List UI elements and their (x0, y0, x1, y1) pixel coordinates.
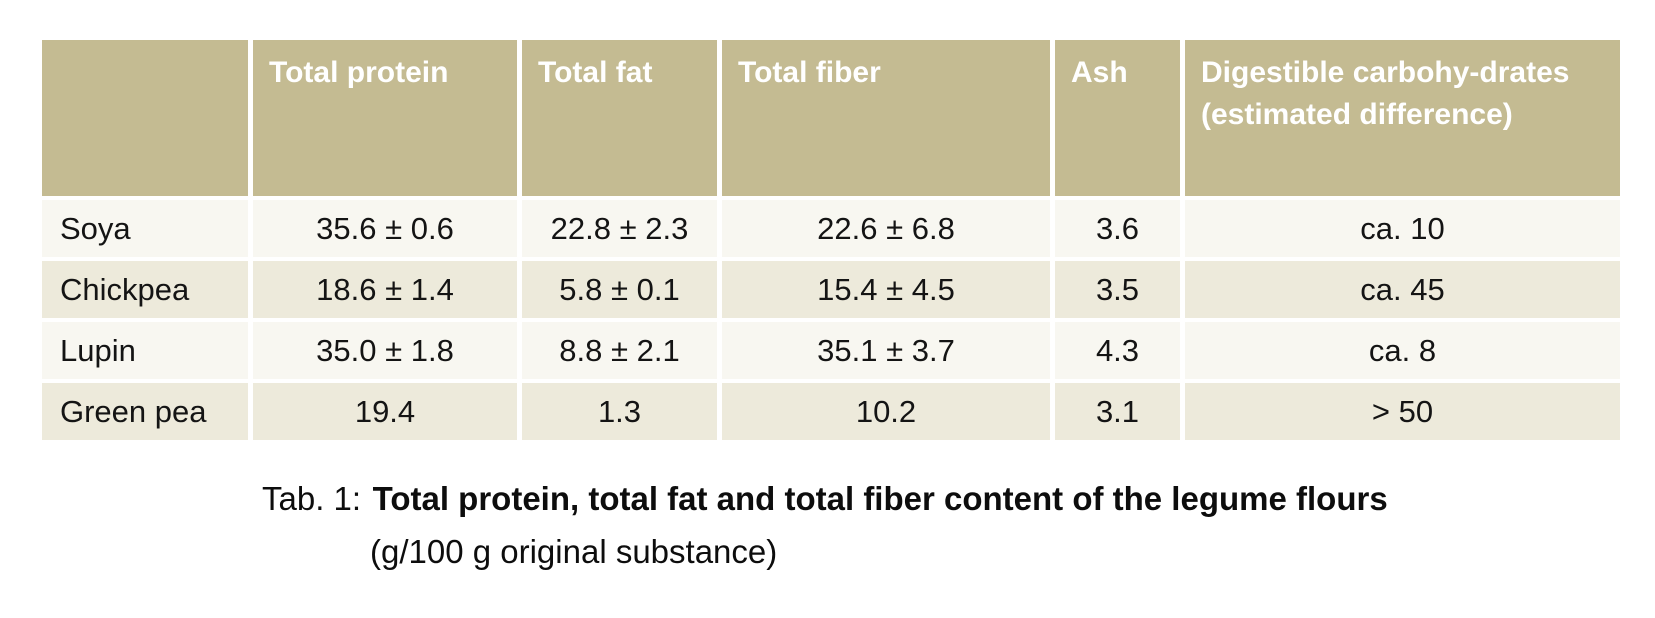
nutrition-table: Total protein Total fat Total fiber Ash … (42, 40, 1620, 440)
value-cell: 1.3 (522, 383, 717, 440)
header-cell-digestible-carbohydrates: Digestible carbohy-drates (estimated dif… (1185, 40, 1620, 196)
table-row-chickpea: Chickpea 18.6 ± 1.4 5.8 ± 0.1 15.4 ± 4.5… (42, 261, 1620, 318)
row-label: Soya (42, 200, 248, 257)
value-cell: ca. 45 (1185, 261, 1620, 318)
value-cell: 35.1 ± 3.7 (722, 322, 1050, 379)
value-cell: 15.4 ± 4.5 (722, 261, 1050, 318)
table-caption: Tab. 1: Total protein, total fat and tota… (262, 472, 1388, 578)
header-row: Total protein Total fat Total fiber Ash … (42, 40, 1620, 196)
row-label: Green pea (42, 383, 248, 440)
row-label: Chickpea (42, 261, 248, 318)
header-cell-ash: Ash (1055, 40, 1180, 196)
value-cell: 22.6 ± 6.8 (722, 200, 1050, 257)
header-cell-empty (42, 40, 248, 196)
value-cell: 4.3 (1055, 322, 1180, 379)
value-cell: 3.5 (1055, 261, 1180, 318)
header-cell-total-protein: Total protein (253, 40, 517, 196)
value-cell: ca. 8 (1185, 322, 1620, 379)
table-row-lupin: Lupin 35.0 ± 1.8 8.8 ± 2.1 35.1 ± 3.7 4.… (42, 322, 1620, 379)
caption-label: Tab. 1: (262, 480, 362, 517)
caption-line-1: Tab. 1: Total protein, total fat and tota… (262, 472, 1388, 525)
legume-flour-table: Total protein Total fat Total fiber Ash … (37, 36, 1625, 444)
value-cell: 19.4 (253, 383, 517, 440)
value-cell: ca. 10 (1185, 200, 1620, 257)
caption-title: Total protein, total fat and total fiber… (372, 480, 1388, 517)
caption-subtitle: (g/100 g original substance) (370, 533, 778, 570)
value-cell: 3.6 (1055, 200, 1180, 257)
value-cell: 5.8 ± 0.1 (522, 261, 717, 318)
header-cell-total-fat: Total fat (522, 40, 717, 196)
value-cell: 35.0 ± 1.8 (253, 322, 517, 379)
table-row-soya: Soya 35.6 ± 0.6 22.8 ± 2.3 22.6 ± 6.8 3.… (42, 200, 1620, 257)
value-cell: 35.6 ± 0.6 (253, 200, 517, 257)
value-cell: 10.2 (722, 383, 1050, 440)
header-cell-total-fiber: Total fiber (722, 40, 1050, 196)
value-cell: 3.1 (1055, 383, 1180, 440)
value-cell: > 50 (1185, 383, 1620, 440)
value-cell: 18.6 ± 1.4 (253, 261, 517, 318)
table-row-green-pea: Green pea 19.4 1.3 10.2 3.1 > 50 (42, 383, 1620, 440)
value-cell: 8.8 ± 2.1 (522, 322, 717, 379)
row-label: Lupin (42, 322, 248, 379)
value-cell: 22.8 ± 2.3 (522, 200, 717, 257)
